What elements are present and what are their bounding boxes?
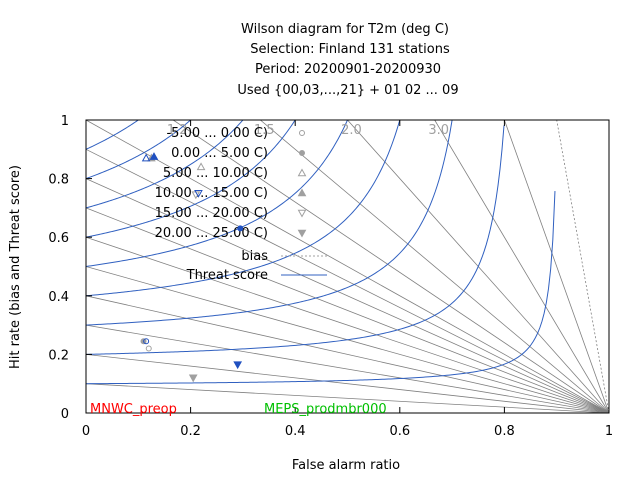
- data-point: [149, 152, 159, 160]
- threat-score-curve: [86, 120, 453, 326]
- title-line-1: Wilson diagram for T2m (deg C): [241, 22, 449, 37]
- legend-marker: [297, 229, 307, 238]
- data-point: [194, 189, 203, 198]
- y-axis-label: Hit rate (bias and Threat score): [8, 165, 23, 369]
- bias-line: [85, 178, 610, 414]
- threat-score-curve: [86, 120, 244, 209]
- y-tick-label: 1: [61, 114, 69, 129]
- legend-label: -5.00 ... 0.00 C): [166, 126, 268, 141]
- plot-border: [85, 119, 610, 414]
- bias-label: 1.2: [167, 123, 188, 138]
- bias-line: [85, 383, 610, 414]
- threat-score-curve: [86, 120, 401, 297]
- x-tick-label: 0.8: [494, 424, 515, 439]
- bias-line: [85, 207, 610, 414]
- bias-label: 1.5: [254, 123, 275, 138]
- x-tick-label: 0.2: [180, 424, 201, 439]
- plot-frame: [85, 119, 610, 414]
- bias-label: 2.0: [341, 123, 362, 138]
- y-tick-label: 0.6: [48, 231, 69, 246]
- bias-line: [434, 119, 610, 414]
- legend-label: 10.00 ... 15.00 C): [155, 186, 268, 201]
- y-tick-label: 0.8: [48, 173, 69, 188]
- bias-line: [85, 324, 610, 414]
- bias-line: [504, 119, 610, 414]
- legend-marker: [297, 209, 307, 218]
- legend-line-label: Threat score: [186, 268, 268, 283]
- bias-line: [85, 236, 610, 414]
- data-point: [237, 225, 244, 232]
- model-label-mnwc: MNWC_preop: [90, 402, 177, 417]
- bias-labels: 1.2 1.5 2.0 3.0: [167, 123, 449, 138]
- data-point: [188, 374, 198, 383]
- data-point: [145, 345, 152, 352]
- x-tick-label: 0.4: [285, 424, 306, 439]
- legend-marker: [299, 150, 305, 156]
- axis-ticks: 0 0.2 0.4 0.6 0.8 1 0 0.2 0.4 0.6 0.8 1: [48, 114, 613, 439]
- legend: -5.00 ... 0.00 C) 0.00 ... 5.00 C) 5.00 ..…: [155, 126, 327, 283]
- threat-score-curve: [86, 125, 505, 355]
- bias-label: 3.0: [428, 123, 449, 138]
- title-line-4: Used {00,03,...,21} + 01 02 ... 09: [237, 83, 458, 98]
- data-point: [143, 338, 150, 345]
- data-point: [141, 153, 151, 162]
- bias-line: [556, 119, 610, 414]
- threat-score-curve: [86, 120, 192, 180]
- legend-label: 15.00 ... 20.00 C): [155, 206, 268, 221]
- data-point: [196, 162, 206, 171]
- legend-marker: [299, 130, 305, 136]
- title-line-3: Period: 20200901-20200930: [255, 62, 441, 77]
- bias-line: [85, 295, 610, 414]
- title-line-2: Selection: Finland 131 stations: [250, 42, 450, 57]
- threat-score-curve: [86, 120, 140, 150]
- legend-marker: [297, 188, 307, 197]
- bias-line: [85, 119, 610, 414]
- y-tick-label: 0: [61, 407, 69, 422]
- x-tick-label: 0: [82, 424, 90, 439]
- chart-title: Wilson diagram for T2m (deg C) Selection…: [237, 22, 458, 98]
- legend-label: 5.00 ... 10.00 C): [163, 166, 268, 181]
- y-tick-label: 0.4: [48, 290, 69, 305]
- plot-lines: [85, 119, 610, 414]
- legend-line-label: bias: [241, 249, 268, 264]
- bias-line: [85, 148, 610, 414]
- threat-score-curve: [86, 120, 349, 267]
- x-axis-label: False alarm ratio: [292, 458, 400, 473]
- legend-label: 20.00 ... 25.00 C): [155, 226, 268, 241]
- data-points: [140, 152, 244, 383]
- threat-score-curve: [86, 191, 556, 385]
- bias-line: [172, 119, 610, 414]
- x-tick-label: 1: [605, 424, 613, 439]
- data-point: [233, 361, 243, 370]
- y-tick-label: 0.2: [48, 348, 69, 363]
- threat-score-curve: [86, 120, 296, 238]
- x-tick-label: 0.6: [389, 424, 410, 439]
- bias-line: [85, 354, 610, 414]
- model-label-meps: MEPS_prodmbr000: [264, 402, 387, 417]
- legend-marker: [297, 168, 307, 177]
- legend-label: 0.00 ... 5.00 C): [171, 146, 268, 161]
